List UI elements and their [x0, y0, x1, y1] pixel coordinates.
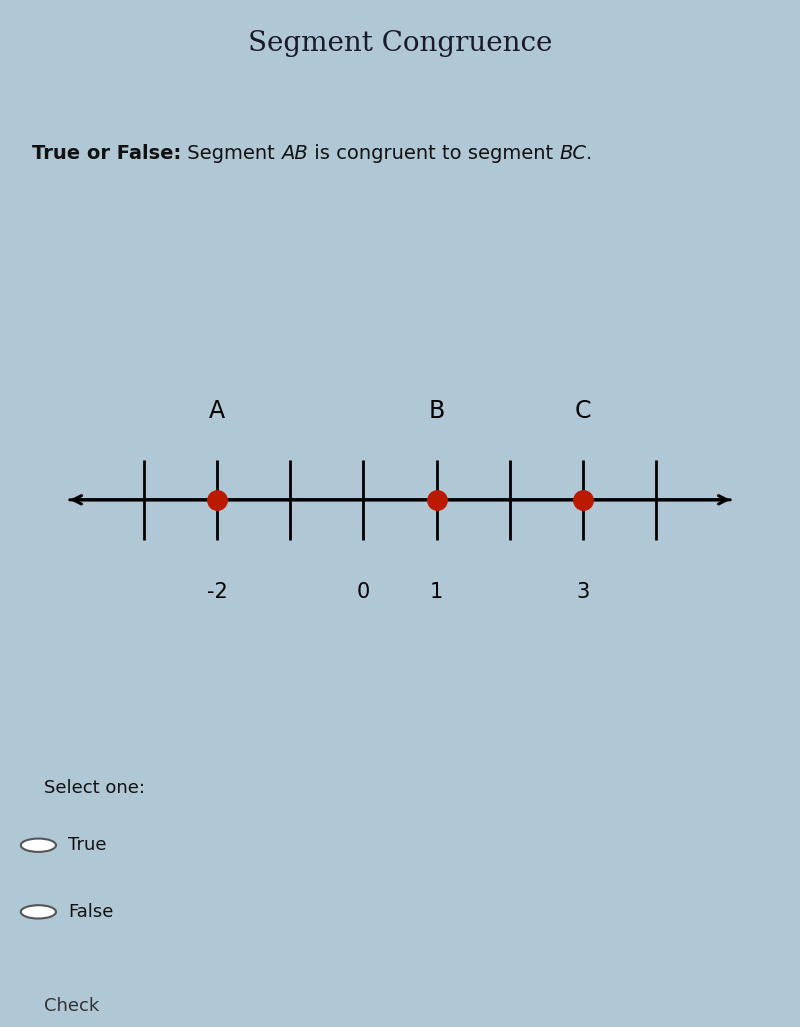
Text: BC: BC — [559, 145, 586, 163]
Text: 3: 3 — [576, 582, 590, 602]
Text: Segment: Segment — [182, 145, 282, 163]
Text: B: B — [429, 400, 445, 423]
Text: 0: 0 — [357, 582, 370, 602]
Text: is congruent to segment: is congruent to segment — [308, 145, 559, 163]
Text: True: True — [68, 836, 106, 854]
Text: -2: -2 — [206, 582, 227, 602]
Text: 1: 1 — [430, 582, 443, 602]
Text: True or False:: True or False: — [32, 145, 182, 163]
Text: .: . — [586, 145, 593, 163]
Text: Select one:: Select one: — [44, 778, 145, 797]
Text: AB: AB — [282, 145, 308, 163]
Text: C: C — [574, 400, 591, 423]
Circle shape — [21, 839, 56, 851]
Text: False: False — [68, 903, 114, 921]
Text: Segment Congruence: Segment Congruence — [248, 31, 552, 58]
Circle shape — [21, 905, 56, 918]
Text: A: A — [209, 400, 225, 423]
Text: Check: Check — [44, 997, 99, 1015]
